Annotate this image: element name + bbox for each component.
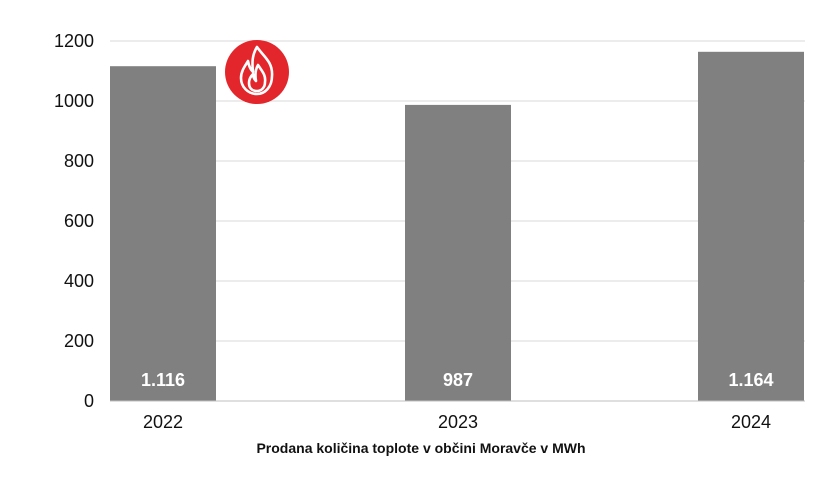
y-tick-label: 600 [64, 211, 94, 231]
y-tick-label: 800 [64, 151, 94, 171]
badge-circle [225, 40, 289, 104]
bars: 1.116 987 1.164 [110, 51, 804, 402]
x-tick-label: 2024 [731, 412, 771, 432]
flame-badge [225, 40, 289, 104]
y-tick-label: 400 [64, 271, 94, 291]
y-axis-ticks: 0 200 400 600 800 1000 1200 [54, 31, 94, 411]
x-axis-title: Prodana količina toplote v občini Moravč… [256, 440, 585, 456]
y-tick-label: 200 [64, 331, 94, 351]
flame-icon [239, 45, 274, 96]
bar-2024 [698, 51, 804, 402]
data-label-2023: 987 [443, 370, 473, 390]
x-tick-label: 2022 [143, 412, 183, 432]
y-tick-label: 1200 [54, 31, 94, 51]
data-label-2022: 1.116 [141, 370, 185, 390]
bar-2022 [110, 66, 216, 401]
bar-2023 [405, 104, 511, 402]
y-tick-label: 1000 [54, 91, 94, 111]
x-axis-ticks: 2022 2023 2024 [143, 412, 771, 432]
x-tick-label: 2023 [438, 412, 478, 432]
y-tick-label: 0 [84, 391, 94, 411]
data-label-2024: 1.164 [728, 370, 773, 390]
